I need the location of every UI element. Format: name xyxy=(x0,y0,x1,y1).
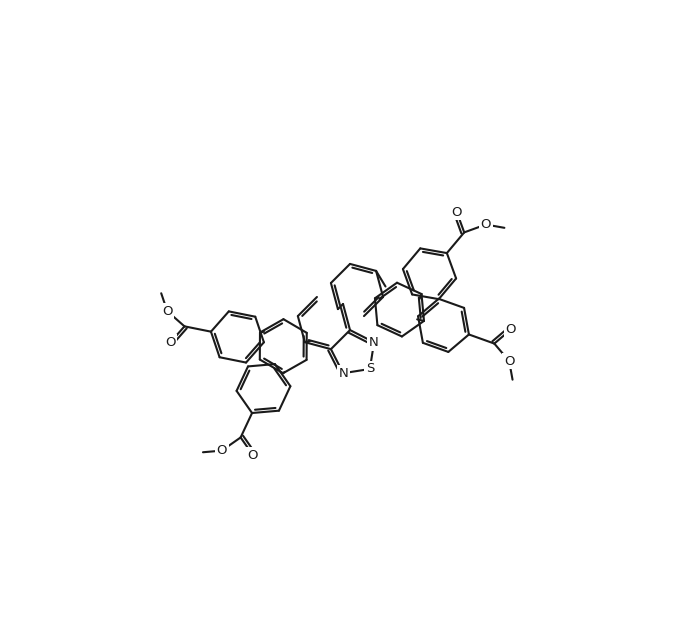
Text: O: O xyxy=(505,323,516,336)
Text: O: O xyxy=(504,354,514,368)
Text: O: O xyxy=(452,206,462,219)
Text: O: O xyxy=(162,305,172,318)
Text: O: O xyxy=(247,449,259,462)
Text: N: N xyxy=(369,336,379,349)
Text: N: N xyxy=(338,367,348,380)
Text: O: O xyxy=(480,218,491,231)
Text: O: O xyxy=(165,336,175,349)
Text: S: S xyxy=(366,363,374,376)
Text: O: O xyxy=(217,444,227,457)
